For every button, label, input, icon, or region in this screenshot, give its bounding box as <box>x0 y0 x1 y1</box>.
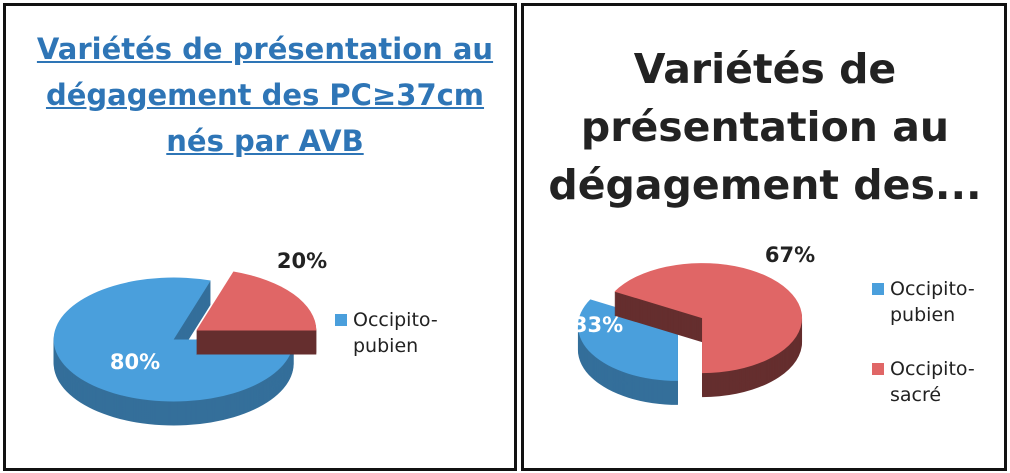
legend-swatch <box>872 283 884 295</box>
legend-entry: Occipito-pubien <box>335 307 445 367</box>
legend-label: Occipito-pubien <box>890 278 975 326</box>
data-label: 80% <box>110 350 160 374</box>
data-label: 67% <box>765 243 815 267</box>
panel-right <box>521 3 1007 471</box>
slice-top <box>53 277 294 402</box>
legend-label: Occipito-sacré <box>890 358 975 406</box>
pie-slice <box>53 277 294 426</box>
pie-slice <box>614 263 803 398</box>
pie-slice <box>196 271 317 355</box>
data-label: 20% <box>277 249 327 273</box>
chart-title: Variétés de présentation au dégagement d… <box>548 45 982 209</box>
legend-label: Occipito-pubien <box>353 309 438 357</box>
slice-top <box>196 271 317 331</box>
data-label: 33% <box>573 313 623 337</box>
legend-swatch <box>872 363 884 375</box>
legend-swatch <box>335 314 347 326</box>
chart-title: Variétés de présentation au dégagement d… <box>36 32 494 158</box>
slice-top <box>614 263 803 374</box>
legend-entry: Occipito-pubien <box>872 276 982 336</box>
pie-slice <box>577 299 678 405</box>
legend-entry: Occipito-sacré <box>872 356 982 416</box>
